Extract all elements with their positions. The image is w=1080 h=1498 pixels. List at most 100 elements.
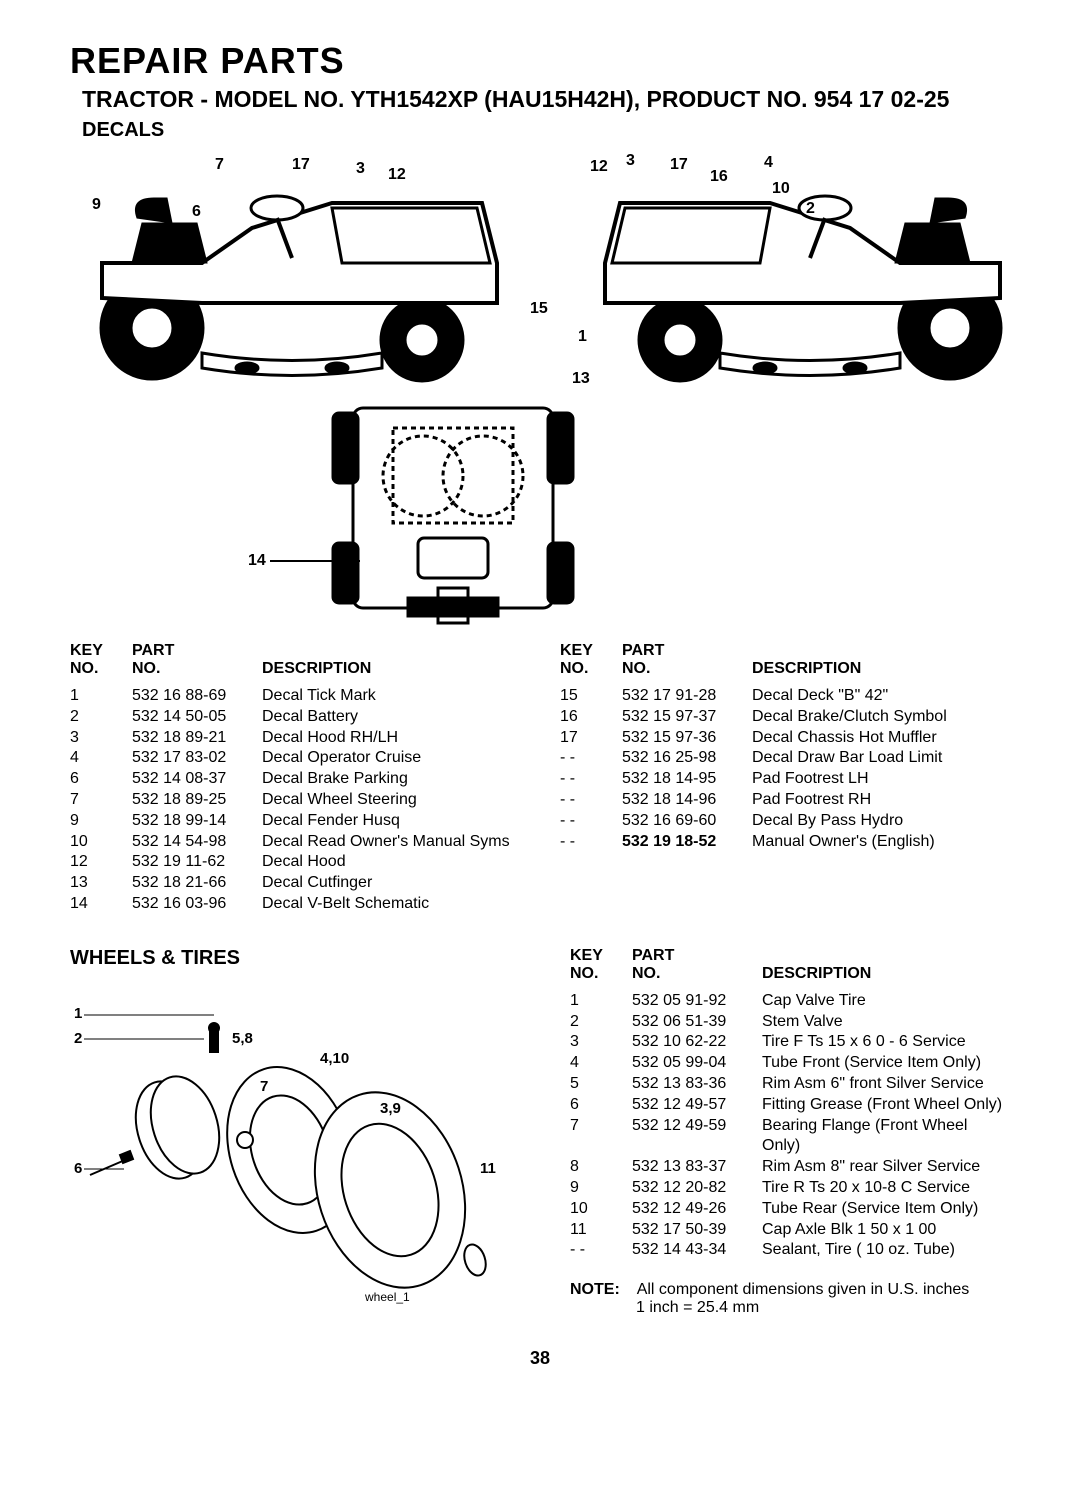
cell-key: 4: [70, 748, 132, 769]
cell-part: 532 14 43-34: [632, 1240, 762, 1261]
cell-part: 532 16 88-69: [132, 686, 262, 707]
cell-desc: Decal Wheel Steering: [262, 790, 520, 811]
cell-part: 532 16 69-60: [622, 811, 752, 832]
wheels-diagram: 1 2 5,8 4,10 7 3,9 6 11 wheel_1: [70, 980, 530, 1310]
callout-17b: 17: [670, 156, 688, 174]
cell-desc: Decal Hood: [262, 852, 520, 873]
cell-part: 532 14 08-37: [132, 769, 262, 790]
cell-part: 532 18 21-66: [132, 873, 262, 894]
table-row: 14532 16 03-96Decal V-Belt Schematic: [70, 894, 520, 915]
callout-14: 14: [248, 552, 266, 570]
cell-key: 6: [70, 769, 132, 790]
table-row: 13532 18 21-66Decal Cutfinger: [70, 873, 520, 894]
cell-key: 11: [570, 1220, 632, 1241]
cell-part: 532 12 49-26: [632, 1199, 762, 1220]
callout-7: 7: [215, 156, 224, 174]
table-row: - -532 19 18-52Manual Owner's (English): [560, 832, 1010, 853]
cell-desc: Decal Chassis Hot Muffler: [752, 728, 1010, 749]
header-partno: NO.: [622, 660, 752, 678]
table-row: 16532 15 97-37Decal Brake/Clutch Symbol: [560, 707, 1010, 728]
cell-desc: Cap Axle Blk 1 50 x 1 00: [762, 1220, 1010, 1241]
wcallout-6: 6: [74, 1160, 82, 1177]
table-row: 7532 12 49-59Bearing Flange (Front Wheel…: [570, 1116, 1010, 1158]
table-row: 8532 13 83-37Rim Asm 8" rear Silver Serv…: [570, 1157, 1010, 1178]
cell-part: 532 12 20-82: [632, 1178, 762, 1199]
cell-desc: Tire F Ts 15 x 6 0 - 6 Service: [762, 1032, 1010, 1053]
cell-key: 10: [70, 832, 132, 853]
table-row: 1532 05 91-92Cap Valve Tire: [570, 991, 1010, 1012]
callout-1: 1: [578, 328, 587, 346]
callout-12b: 12: [590, 158, 608, 176]
cell-desc: Decal Hood RH/LH: [262, 728, 520, 749]
cell-part: 532 15 97-36: [622, 728, 752, 749]
tractor-right-icon: [590, 168, 1020, 388]
cell-key: 3: [70, 728, 132, 749]
cell-part: 532 18 14-96: [622, 790, 752, 811]
cell-desc: Decal Fender Husq: [262, 811, 520, 832]
cell-desc: Tire R Ts 20 x 10-8 C Service: [762, 1178, 1010, 1199]
cell-part: 532 13 83-37: [632, 1157, 762, 1178]
table-row: 4532 05 99-04Tube Front (Service Item On…: [570, 1053, 1010, 1074]
header-no: NO.: [570, 965, 632, 983]
cell-part: 532 17 83-02: [132, 748, 262, 769]
table-row: 6532 12 49-57Fitting Grease (Front Wheel…: [570, 1095, 1010, 1116]
table-row: 9532 18 99-14Decal Fender Husq: [70, 811, 520, 832]
cell-desc: Pad Footrest RH: [752, 790, 1010, 811]
table-row: - -532 16 25-98Decal Draw Bar Load Limit: [560, 748, 1010, 769]
cell-key: 1: [70, 686, 132, 707]
callout-4: 4: [764, 154, 773, 172]
cell-desc: Rim Asm 8" rear Silver Service: [762, 1157, 1010, 1178]
wcallout-2: 2: [74, 1030, 82, 1047]
callout-9: 9: [92, 196, 101, 214]
table-row: 9532 12 20-82Tire R Ts 20 x 10-8 C Servi…: [570, 1178, 1010, 1199]
table-row: - -532 16 69-60Decal By Pass Hydro: [560, 811, 1010, 832]
cell-key: - -: [560, 832, 622, 853]
table-row: 15532 17 91-28Decal Deck "B" 42": [560, 686, 1010, 707]
table-row: 7532 18 89-25Decal Wheel Steering: [70, 790, 520, 811]
table-row: 5532 13 83-36Rim Asm 6" front Silver Ser…: [570, 1074, 1010, 1095]
callout-6: 6: [192, 203, 201, 221]
cell-part: 532 05 91-92: [632, 991, 762, 1012]
cell-desc: Fitting Grease (Front Wheel Only): [762, 1095, 1010, 1116]
table-row: 17532 15 97-36Decal Chassis Hot Muffler: [560, 728, 1010, 749]
cell-key: 1: [570, 991, 632, 1012]
table-header: KEY NO. PART NO. DESCRIPTION: [560, 642, 1010, 678]
cell-key: 8: [570, 1157, 632, 1178]
header-key: KEY: [70, 642, 132, 660]
cell-key: 4: [570, 1053, 632, 1074]
cell-part: 532 14 54-98: [132, 832, 262, 853]
cell-key: 9: [70, 811, 132, 832]
cell-key: 9: [570, 1178, 632, 1199]
cell-key: 13: [70, 873, 132, 894]
table-row: 10532 14 54-98Decal Read Owner's Manual …: [70, 832, 520, 853]
header-desc: DESCRIPTION: [762, 965, 871, 983]
cell-part: 532 14 50-05: [132, 707, 262, 728]
cell-key: 12: [70, 852, 132, 873]
cell-part: 532 10 62-22: [632, 1032, 762, 1053]
header-no: NO.: [560, 660, 622, 678]
table-row: 3532 18 89-21Decal Hood RH/LH: [70, 728, 520, 749]
cell-key: 14: [70, 894, 132, 915]
cell-key: 2: [570, 1012, 632, 1033]
cell-key: 15: [560, 686, 622, 707]
table-row: - -532 18 14-96Pad Footrest RH: [560, 790, 1010, 811]
header-no: NO.: [70, 660, 132, 678]
decals-table-left: KEY NO. PART NO. DESCRIPTION 1532 16 88-…: [70, 642, 520, 915]
cell-desc: Tube Front (Service Item Only): [762, 1053, 1010, 1074]
cell-desc: Decal Tick Mark: [262, 686, 520, 707]
cell-desc: Decal Draw Bar Load Limit: [752, 748, 1010, 769]
cell-key: 10: [570, 1199, 632, 1220]
callout-3a: 3: [356, 160, 365, 178]
cell-key: 16: [560, 707, 622, 728]
cell-desc: Manual Owner's (English): [752, 832, 1010, 853]
cell-key: 7: [70, 790, 132, 811]
decals-table-right: KEY NO. PART NO. DESCRIPTION 15532 17 91…: [560, 642, 1010, 915]
callout-3b: 3: [626, 152, 635, 170]
table-row: 2532 14 50-05Decal Battery: [70, 707, 520, 728]
cell-part: 532 15 97-37: [622, 707, 752, 728]
callout-12a: 12: [388, 166, 406, 184]
cell-desc: Decal V-Belt Schematic: [262, 894, 520, 915]
cell-part: 532 16 25-98: [622, 748, 752, 769]
header-part: PART: [632, 947, 762, 965]
header-desc: DESCRIPTION: [752, 660, 861, 678]
